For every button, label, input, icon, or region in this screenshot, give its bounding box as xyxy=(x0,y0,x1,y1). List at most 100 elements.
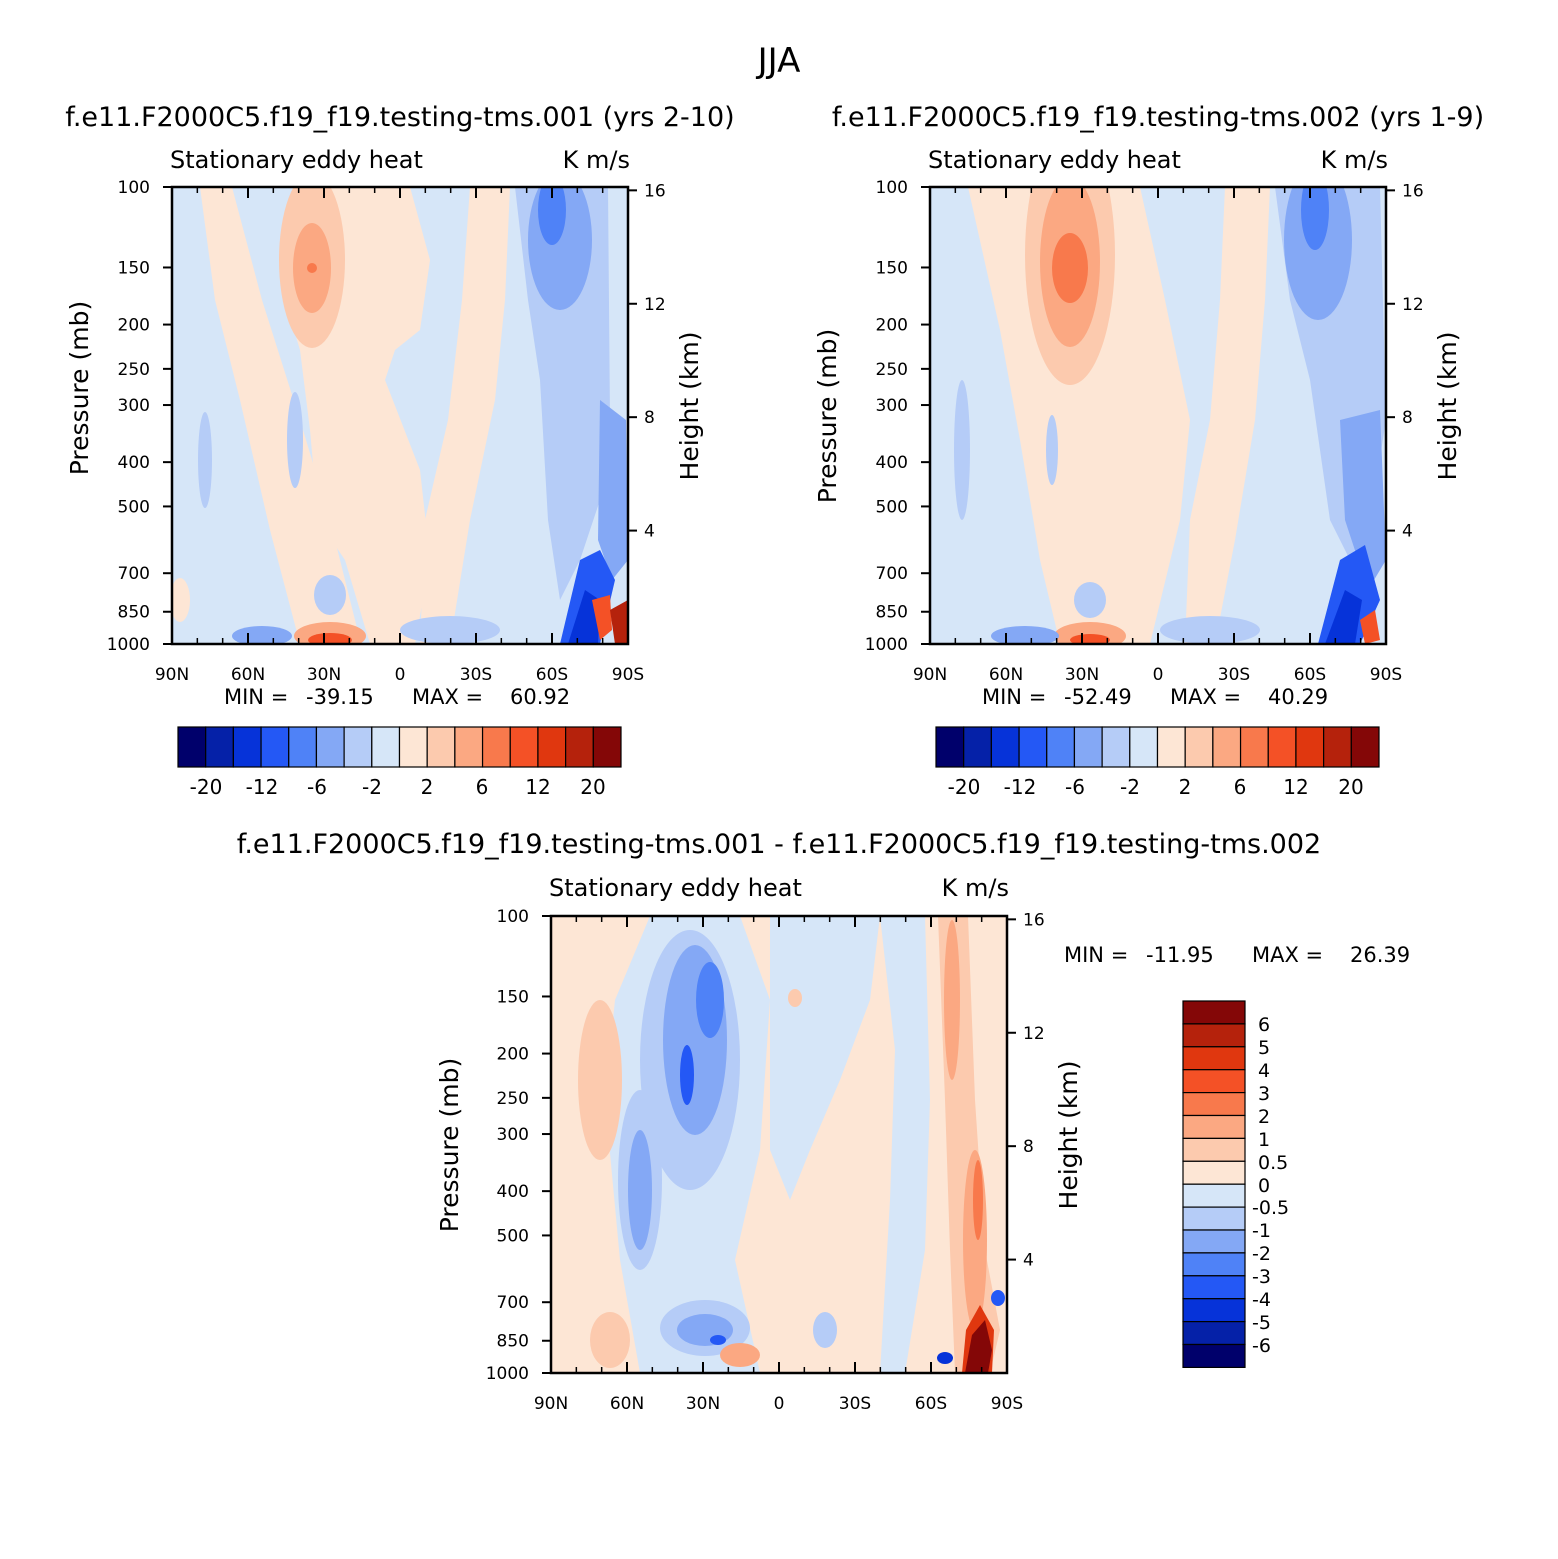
panel-a-colorbar-swatch xyxy=(509,726,539,768)
panel-a-xtick-label: 0 xyxy=(395,665,406,685)
panel-c-colorbar-label: -4 xyxy=(1252,1289,1271,1311)
panel-a-negative-core xyxy=(314,575,346,615)
panel-c-colorbar-swatch xyxy=(1182,1206,1246,1231)
panel-a-ytick-label: 200 xyxy=(118,316,150,336)
panel-a-colorbar-swatch xyxy=(426,726,456,768)
panel-b-colorbar-label: 6 xyxy=(1234,775,1247,799)
panel-c-xtick-label: 90S xyxy=(991,1394,1023,1414)
panel-b-colorbar-label: 20 xyxy=(1338,775,1363,799)
panel-c-colorbar-label: 0 xyxy=(1258,1175,1270,1197)
panel-c-ytick-label: 150 xyxy=(497,987,529,1007)
panel-c-positive-core xyxy=(590,1312,630,1368)
panel-a-colorbar-label: 20 xyxy=(580,775,605,799)
panel-b-min-label: MIN = xyxy=(982,685,1046,709)
panel-b-y2tick-label: 12 xyxy=(1402,295,1424,315)
panel-c-colorbar-swatch xyxy=(1182,1183,1246,1208)
panel-c-colorbar-labels: 6 5 4 3 2 1 0.5 0 -0.5 -1 -2 -3 -4 -5 -6 xyxy=(1252,1014,1289,1357)
panel-b-ytick-label: 250 xyxy=(876,360,908,380)
panel-b-ytick-label: 850 xyxy=(876,603,908,623)
panel-b-colorbar-label: 12 xyxy=(1283,775,1308,799)
panel-b-negative-core xyxy=(1301,187,1329,250)
panel-a-axes: 100 150 200 250 300 400 500 700 850 1000 4 8 12 16 90N… xyxy=(107,178,666,685)
panel-a-colorbar-swatch xyxy=(343,726,373,768)
panel-c-colorbar-swatch xyxy=(1182,1229,1246,1254)
panel-a-colorbar-swatch xyxy=(288,726,318,768)
panel-c-colorbar-swatch xyxy=(1182,1023,1246,1048)
panel-b-y2tick-label: 4 xyxy=(1402,522,1413,542)
panel-b-negative-core xyxy=(954,380,970,520)
panel-a-ytick-label: 400 xyxy=(118,453,150,473)
panel-c-colorbar-swatch xyxy=(1182,1252,1246,1277)
panel-a-units: K m/s xyxy=(563,146,630,174)
panel-c-ytick-label: 850 xyxy=(497,1332,529,1352)
panel-b-colorbar-label: -20 xyxy=(948,775,981,799)
panel-a-ytick-label: 300 xyxy=(118,396,150,416)
panel-c-colorbar-swatch xyxy=(1182,1298,1246,1323)
panel-a-colorbar-label: -2 xyxy=(362,775,382,799)
panel-a-max-label: MAX = xyxy=(412,685,483,709)
panel-c-colorbar-label: 3 xyxy=(1258,1083,1270,1105)
panel-b-positive-peak xyxy=(1052,233,1088,303)
panel-a-xtick-label: 90S xyxy=(612,665,644,685)
panel-c-positive-peak xyxy=(965,1320,992,1373)
panel-b-surface-negative xyxy=(1160,616,1260,644)
panel-c-colorbar-label: 2 xyxy=(1258,1106,1270,1128)
panel-b-colorbar-label: 2 xyxy=(1179,775,1192,799)
panel-b-surface-negative xyxy=(991,626,1059,644)
panel-c-colorbar-swatch xyxy=(1182,1275,1246,1300)
panel-a-surface-core xyxy=(308,633,352,644)
panel-b-left-label: Stationary eddy heat xyxy=(928,146,1181,174)
panel-a-positive-band xyxy=(200,187,360,644)
panel-b-colorbar-label: -12 xyxy=(1004,775,1037,799)
panel-c-colorbar-swatch xyxy=(1182,1160,1246,1185)
panel-a-colorbar-label: 2 xyxy=(421,775,434,799)
panel-c-y2label: Height (km) xyxy=(1054,1061,1083,1210)
panel-c-left-label: Stationary eddy heat xyxy=(549,874,802,902)
panel-b-xtick-label: 30N xyxy=(1065,665,1099,685)
panel-c-colorbar-label: -6 xyxy=(1252,1335,1271,1357)
panel-c-negative-band xyxy=(880,916,930,1373)
panel-a-xtick-label: 90N xyxy=(155,665,189,685)
panel-a-y2tick-label: 12 xyxy=(644,295,666,315)
panel-b-colorbar-swatch xyxy=(990,726,1020,768)
panel-a-positive-peak xyxy=(610,600,628,644)
panel-a-title: f.e11.F2000C5.f19_f19.testing-tms.001 (y… xyxy=(65,102,734,133)
panel-a-left-label: Stationary eddy heat xyxy=(170,146,423,174)
panel-b-y2tick-label: 8 xyxy=(1402,408,1413,428)
panel-b: f.e11.F2000C5.f19_f19.testing-tms.002 (y… xyxy=(813,102,1484,799)
panel-b-field xyxy=(930,187,1386,644)
panel-a-colorbar-swatch xyxy=(315,726,345,768)
figure-title: JJA xyxy=(756,41,801,81)
panel-a-y2tick-label: 16 xyxy=(644,181,666,201)
panel-a-xtick-label: 60S xyxy=(536,665,568,685)
panel-a-colorbar-labels: -20 -12 -6 -2 2 6 12 20 xyxy=(190,775,606,799)
panel-c-colorbar xyxy=(1182,1000,1246,1368)
panel-c-positive-core xyxy=(578,1000,622,1160)
panel-b-colorbar-swatch xyxy=(1295,726,1325,768)
panel-c-negative-core xyxy=(710,1335,726,1345)
panel-b-xtick-label: 60N xyxy=(989,665,1023,685)
panel-b-colorbar xyxy=(935,726,1380,768)
panel-b-colorbar-swatch xyxy=(1184,726,1214,768)
panel-b-min-value: -52.49 xyxy=(1064,685,1132,709)
panel-a-xtick-label: 30S xyxy=(460,665,492,685)
panel-b-ytick-label: 1000 xyxy=(865,635,908,655)
panel-c-colorbar-label: -1 xyxy=(1252,1220,1271,1242)
panel-b-title: f.e11.F2000C5.f19_f19.testing-tms.002 (y… xyxy=(832,102,1484,133)
panel-a-negative-core xyxy=(287,392,303,488)
panel-b-colorbar-swatch xyxy=(1212,726,1242,768)
panel-b-colorbar-swatch xyxy=(1350,726,1380,768)
panel-b-positive-peak xyxy=(1360,610,1380,644)
panel-c-positive-core xyxy=(788,989,802,1007)
panel-a-min-label: MIN = xyxy=(224,685,288,709)
panel-b-surface-core xyxy=(1070,634,1110,644)
panel-a-colorbar-label: 6 xyxy=(476,775,489,799)
panel-a-y2tick-label: 8 xyxy=(644,408,655,428)
panel-a-positive-peak xyxy=(307,263,317,273)
panel-c-xtick-label: 60N xyxy=(610,1394,644,1414)
panel-c-colorbar-swatch xyxy=(1182,1320,1246,1346)
panel-a-ytick-label: 850 xyxy=(118,603,150,623)
panel-c-units: K m/s xyxy=(942,874,1009,902)
panel-c-colorbar-swatch xyxy=(1182,1069,1246,1094)
panel-b-units: K m/s xyxy=(1321,146,1388,174)
